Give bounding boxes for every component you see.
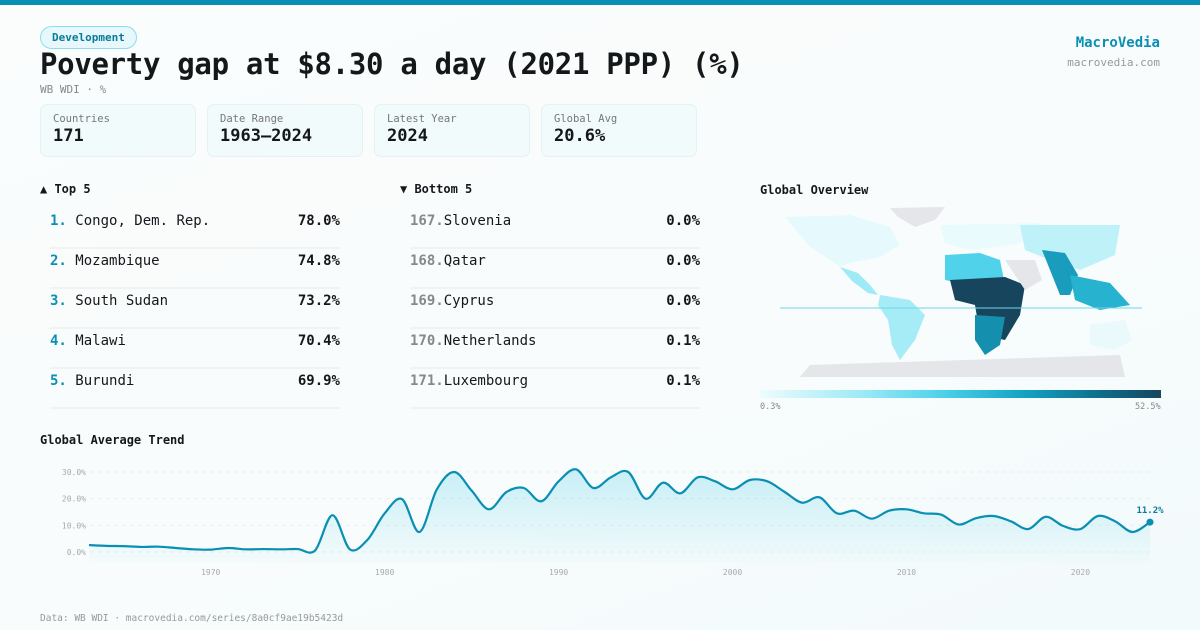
trend-line [88, 468, 1151, 554]
country-name: Cyprus [443, 293, 495, 309]
map-color-legend [760, 390, 1161, 398]
region-antarctica[interactable] [800, 355, 1125, 377]
ranking-row[interactable]: 1. Congo, Dem. Rep. 78.0% [50, 209, 340, 249]
rank-number: 1. [50, 213, 67, 229]
rank-number: 5. [50, 373, 67, 389]
category-badge[interactable]: Development [40, 26, 137, 49]
region-australia[interactable] [1090, 320, 1132, 350]
country-name: Congo, Dem. Rep. [75, 213, 211, 229]
rank-number: 168. [410, 253, 444, 269]
ranking-row[interactable]: 167.Slovenia 0.0% [410, 209, 700, 249]
rank-number: 2. [50, 253, 67, 269]
stat-card-countries: Countries 171 [40, 104, 196, 157]
ranking-row[interactable]: 5. Burundi 69.9% [50, 369, 340, 409]
x-tick-label: 1990 [549, 568, 568, 577]
stat-card-global-avg: Global Avg 20.6% [541, 104, 697, 157]
brand-domain: macrovedia.com [1067, 56, 1160, 69]
country-name: South Sudan [75, 293, 169, 309]
brand-logo[interactable]: MacroVedia [1075, 35, 1160, 51]
rank-number: 3. [50, 293, 67, 309]
country-value: 0.1% [666, 373, 700, 389]
ranking-row[interactable]: 2. Mozambique 74.8% [50, 249, 340, 289]
ranking-row[interactable]: 3. South Sudan 73.2% [50, 289, 340, 329]
country-value: 69.9% [297, 373, 340, 389]
country-value: 73.2% [297, 293, 340, 309]
stat-value: 20.6% [554, 126, 606, 146]
country-value: 0.0% [666, 213, 700, 229]
last-value-label: 11.2% [1136, 506, 1164, 516]
x-tick-label: 1970 [201, 568, 220, 577]
world-map[interactable] [780, 205, 1142, 380]
top-accent-bar [0, 0, 1200, 5]
stat-value: 1963–2024 [220, 126, 313, 146]
region-southeast-asia[interactable] [1070, 275, 1130, 310]
ranking-row[interactable]: 168.Qatar 0.0% [410, 249, 700, 289]
stat-card-latest-year: Latest Year 2024 [374, 104, 530, 157]
trend-chart[interactable]: 0.0% 10.0% 20.0% 30.0% 1970 1980 1990 2000 2010 2… [0, 455, 1200, 585]
legend-min-label: 0.3% [760, 402, 781, 412]
stat-card-date-range: Date Range 1963–2024 [207, 104, 363, 157]
stat-label: Countries [53, 113, 110, 125]
y-tick-label: 10.0% [62, 521, 86, 530]
region-north-america[interactable] [785, 215, 900, 267]
rank-number: 167. [410, 213, 444, 229]
country-value: 78.0% [297, 213, 340, 229]
footer-source: Data: WB WDI · macrovedia.com/series/8a0… [40, 613, 344, 624]
x-tick-label: 2010 [897, 568, 916, 577]
ranking-row[interactable]: 169.Cyprus 0.0% [410, 289, 700, 329]
region-greenland[interactable] [890, 207, 945, 227]
stat-value: 2024 [387, 126, 428, 146]
country-value: 74.8% [297, 253, 340, 269]
x-tick-label: 1980 [375, 568, 394, 577]
page-title: Poverty gap at $8.30 a day (2021 PPP) (%… [40, 47, 744, 81]
y-tick-label: 0.0% [67, 548, 86, 557]
stat-label: Date Range [220, 113, 284, 125]
trend-area [89, 469, 1150, 563]
country-value: 70.4% [297, 333, 340, 349]
country-value: 0.0% [666, 293, 700, 309]
country-name: Slovenia [443, 213, 512, 229]
rank-number: 169. [410, 293, 444, 309]
region-north-africa[interactable] [945, 253, 1005, 285]
y-tick-label: 20.0% [62, 495, 86, 504]
stat-label: Latest Year [387, 113, 457, 125]
region-south-america[interactable] [878, 295, 925, 360]
region-central-america[interactable] [840, 267, 878, 295]
stat-value: 171 [53, 126, 84, 146]
x-tick-label: 2000 [723, 568, 742, 577]
bottom-5-heading: ▼ Bottom 5 [400, 182, 473, 196]
rank-number: 4. [50, 333, 67, 349]
region-middle-east[interactable] [1005, 260, 1042, 290]
legend-max-label: 52.5% [1135, 402, 1161, 412]
country-value: 0.1% [666, 333, 700, 349]
stat-label: Global Avg [554, 113, 618, 125]
top-5-heading: ▲ Top 5 [40, 182, 91, 196]
region-asia[interactable] [1020, 225, 1120, 270]
ranking-row[interactable]: 170.Netherlands 0.1% [410, 329, 700, 369]
country-name: Luxembourg [443, 373, 529, 389]
region-southern-africa[interactable] [975, 315, 1005, 355]
country-name: Burundi [75, 373, 135, 389]
trend-chart-title: Global Average Trend [40, 433, 185, 447]
rank-number: 171. [410, 373, 444, 389]
map-heading: Global Overview [760, 183, 869, 197]
y-tick-label: 30.0% [62, 468, 86, 477]
page-subtitle: WB WDI · % [40, 83, 107, 96]
rank-number: 170. [410, 333, 444, 349]
last-point-marker [1146, 518, 1154, 526]
country-name: Netherlands [443, 333, 537, 349]
country-name: Mozambique [75, 253, 160, 269]
country-name: Qatar [443, 253, 486, 269]
country-name: Malawi [75, 333, 126, 349]
ranking-row[interactable]: 171.Luxembourg 0.1% [410, 369, 700, 409]
region-south-asia[interactable] [1042, 250, 1078, 295]
x-tick-label: 2020 [1071, 568, 1090, 577]
country-value: 0.0% [666, 253, 700, 269]
ranking-row[interactable]: 4. Malawi 70.4% [50, 329, 340, 369]
